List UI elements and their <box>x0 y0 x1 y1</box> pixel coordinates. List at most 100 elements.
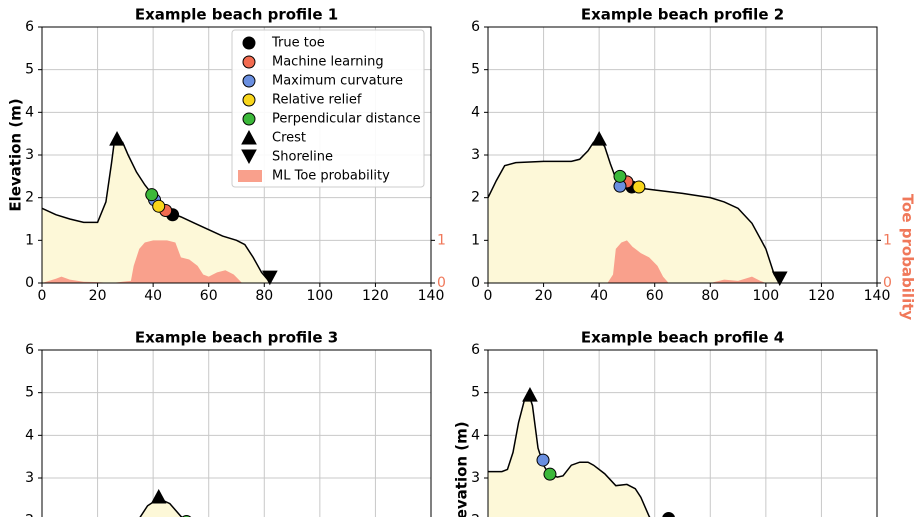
x-tick-label: 80 <box>255 288 273 304</box>
y-tick-label: 3 <box>25 470 34 486</box>
axes-frame <box>487 349 878 517</box>
profile-line <box>139 497 184 517</box>
y-tick-label: 3 <box>471 470 480 486</box>
legend-marker <box>242 74 256 88</box>
profile-fill <box>488 140 780 283</box>
subplot: Example beach profile 10 20 40 60 80 100 120 14… <box>7 6 446 305</box>
point-marker <box>262 270 278 286</box>
y-tick-label: 6 <box>471 342 480 358</box>
legend-marker <box>242 36 256 50</box>
y-tick-label: 0 <box>25 275 34 291</box>
subplot: Example beach profile 402040608010012014… <box>453 329 878 517</box>
subplot: Example beach profile 20 20 40 60 80 100 120 14… <box>471 6 916 321</box>
point-marker <box>109 131 125 146</box>
legend-label: ML Toe probability <box>272 169 390 184</box>
point-marker <box>591 131 607 146</box>
profile-fill <box>488 396 650 517</box>
point-marker <box>150 488 167 504</box>
subplot-title: Example beach profile 3 <box>135 329 338 347</box>
x-tick-label: 20 <box>535 288 553 304</box>
y-tick-label: 2 <box>25 513 34 517</box>
legend-marker <box>241 149 257 165</box>
profile-line <box>488 395 651 517</box>
y-tick-label: 4 <box>471 104 480 120</box>
y-tick-label: 5 <box>25 385 34 401</box>
x-tick-label: 60 <box>200 288 218 304</box>
x-tick-label: 140 <box>418 288 445 304</box>
subplot-title: Example beach profile 1 <box>135 6 338 24</box>
x-tick-label: 80 <box>701 288 719 304</box>
y-tick-label: 5 <box>471 62 480 78</box>
y2-tick-label: 0 <box>437 275 446 291</box>
point-marker <box>152 199 166 213</box>
x-tick-label: 120 <box>808 288 835 304</box>
legend-label: Relative relief <box>272 93 362 108</box>
axes-frame <box>41 349 432 517</box>
legend-marker <box>242 93 256 107</box>
x-tick-label: 120 <box>362 288 389 304</box>
x-tick-label: 0 <box>38 288 47 304</box>
plot-area <box>488 395 651 517</box>
y-tick-label: 2 <box>25 190 34 206</box>
y2-tick-label: 1 <box>883 232 892 248</box>
point-marker <box>522 387 538 402</box>
legend: True toe Machine learning Maximum curvatur… <box>231 29 425 188</box>
y-tick-label: 1 <box>25 232 34 248</box>
subplot-title: Example beach profile 4 <box>581 329 784 347</box>
y-tick-label: 4 <box>25 104 34 120</box>
y-tick-label: 2 <box>471 513 480 517</box>
y2-tick-label: 0 <box>883 275 892 291</box>
y-tick-label: 0 <box>471 275 480 291</box>
y-tick-label: 5 <box>25 62 34 78</box>
legend-label: Machine learning <box>272 55 384 70</box>
x-tick-label: 100 <box>752 288 779 304</box>
y-tick-label: 3 <box>25 147 34 163</box>
y-tick-label: 2 <box>471 190 480 206</box>
y-tick-label: 4 <box>25 427 34 443</box>
legend-marker <box>242 55 256 69</box>
legend-marker <box>242 112 256 126</box>
y-axis-label: Elevation (m) <box>7 98 25 211</box>
x-tick-label: 60 <box>646 288 664 304</box>
y2-axis-label: Toe probability <box>899 194 917 321</box>
y-tick-label: 6 <box>471 19 480 35</box>
y-tick-label: 4 <box>471 427 480 443</box>
axes-frame <box>41 26 432 284</box>
legend-label: True toe <box>271 36 325 51</box>
legend-label: Perpendicular distance <box>272 112 421 127</box>
x-tick-label: 140 <box>864 288 891 304</box>
plot-area <box>139 497 184 517</box>
legend-label: Shoreline <box>272 150 333 165</box>
point-marker <box>536 453 550 467</box>
point-marker <box>632 180 646 194</box>
point-marker <box>771 271 788 287</box>
profile-fill <box>140 498 182 517</box>
legend-swatch <box>238 170 262 182</box>
point-marker <box>543 467 557 481</box>
subplot: Example beach profile 302040608010012014… <box>25 329 432 517</box>
x-tick-label: 40 <box>590 288 608 304</box>
point-marker <box>662 512 675 517</box>
x-tick-label: 20 <box>89 288 107 304</box>
x-tick-label: 100 <box>306 288 333 304</box>
legend-label: Maximum curvature <box>272 74 403 89</box>
plot-area <box>488 139 877 283</box>
y-tick-label: 1 <box>471 232 480 248</box>
probability-area <box>42 240 431 283</box>
y2-tick-label: 1 <box>437 232 446 248</box>
y-tick-label: 3 <box>471 147 480 163</box>
x-tick-label: 40 <box>144 288 162 304</box>
axes-frame <box>487 26 878 284</box>
y-tick-label: 6 <box>25 19 34 35</box>
x-tick-label: 0 <box>484 288 493 304</box>
legend-marker <box>241 129 257 145</box>
legend-label: Crest <box>272 131 306 146</box>
subplot-title: Example beach profile 2 <box>581 6 784 24</box>
point-marker <box>145 188 159 202</box>
y-tick-label: 5 <box>471 385 480 401</box>
point-marker <box>613 169 627 183</box>
legend-box <box>231 29 425 188</box>
y-tick-label: 6 <box>25 342 34 358</box>
y-axis-label: Elevation (m) <box>453 421 471 517</box>
